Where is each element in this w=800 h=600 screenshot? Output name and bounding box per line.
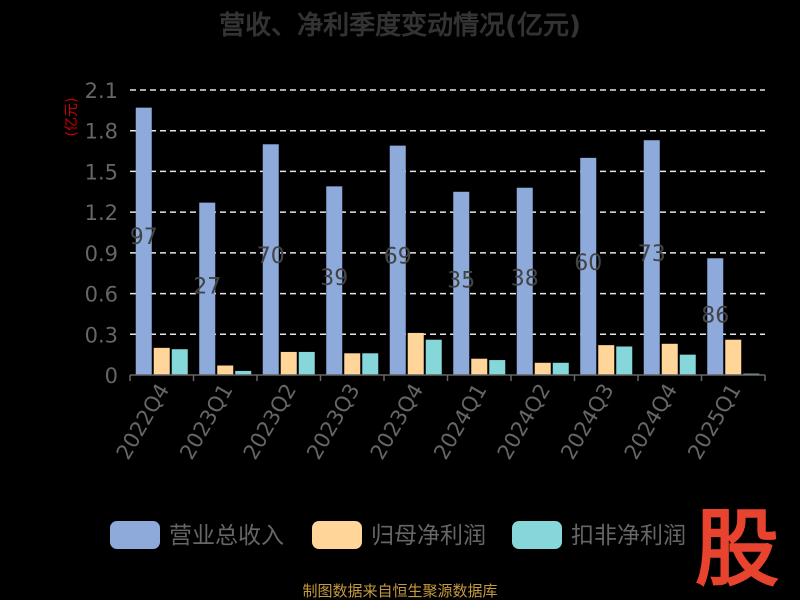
legend-swatch [110, 521, 160, 549]
data-label: 73 [638, 242, 666, 267]
data-label: 69 [384, 245, 412, 270]
bar-1 [262, 144, 279, 375]
data-label: 86 [701, 303, 729, 328]
data-label: 60 [574, 251, 602, 276]
x-tick-label: 2024Q4 [620, 380, 682, 464]
bar-2 [661, 343, 678, 375]
bar-3 [362, 353, 379, 375]
bar-1 [326, 186, 343, 375]
x-tick-label: 2023Q2 [239, 380, 301, 464]
x-tick-label: 2024Q1 [429, 380, 491, 464]
data-label: 27 [193, 274, 221, 299]
bar-2 [534, 362, 551, 375]
legend-label: 营业总收入 [169, 523, 284, 549]
bar-3 [298, 351, 315, 375]
bar-2 [407, 332, 424, 375]
y-tick-label: 0.3 [85, 323, 118, 347]
chart-title: 营收、净利季度变动情况(亿元) [219, 10, 581, 41]
grid [130, 89, 765, 336]
bar-2 [598, 345, 615, 375]
bar-3 [616, 346, 633, 375]
bar-1 [580, 157, 597, 375]
data-label: 70 [257, 244, 285, 269]
bar-1 [135, 107, 152, 376]
y-axis-label: (亿元) [64, 98, 80, 137]
y-tick-label: 1.5 [85, 160, 118, 184]
bar-1 [453, 191, 470, 375]
bar-2 [344, 353, 361, 375]
data-label: 97 [130, 225, 158, 250]
bar-3 [171, 349, 188, 375]
x-tick-label: 2025Q1 [683, 380, 745, 464]
data-label: 35 [447, 269, 475, 294]
legend-swatch [512, 521, 562, 549]
x-tick-label: 2024Q3 [556, 380, 618, 464]
bar-3 [552, 362, 569, 375]
brand-logo: 股 [695, 500, 779, 598]
x-tick-label: 2024Q2 [493, 380, 555, 464]
legend-swatch [312, 521, 362, 549]
legend-label: 归母净利润 [371, 523, 486, 549]
y-tick-label: 2.1 [85, 79, 118, 103]
x-tick-label: 2023Q1 [175, 380, 237, 464]
legend-label: 扣非净利润 [571, 523, 686, 549]
y-ticks: 0 0.3 0.6 0.9 1.2 1.5 1.8 2.1 [85, 79, 118, 388]
y-tick-label: 1.8 [85, 120, 118, 144]
bar-3 [425, 339, 442, 375]
bar-1 [199, 202, 216, 375]
x-tick-label: 2023Q4 [366, 380, 428, 464]
bar-3 [679, 354, 696, 375]
x-tick-label: 2022Q4 [112, 380, 174, 464]
y-tick-label: 0.6 [85, 283, 118, 307]
data-labels: 97 27 70 39 69 35 38 60 73 86 [130, 225, 730, 328]
source-text: 制图数据来自恒生聚源数据库 [302, 582, 497, 600]
bar-2 [280, 351, 297, 375]
bar-1 [707, 258, 724, 375]
bar-2 [153, 347, 170, 375]
y-tick-label: 0.9 [85, 242, 118, 266]
bar-2 [471, 358, 488, 375]
bar-3 [489, 360, 506, 375]
x-tick-label: 2023Q3 [302, 380, 364, 464]
bar-2 [217, 365, 234, 375]
data-label: 38 [511, 267, 539, 292]
x-ticks: 2022Q4 2023Q1 2023Q2 2023Q3 2023Q4 2024Q1 2024… [112, 375, 766, 464]
data-label: 39 [320, 266, 348, 291]
bars [135, 107, 760, 376]
bar-1 [516, 187, 533, 375]
bar-2 [725, 339, 742, 375]
bar-1 [643, 140, 660, 375]
y-tick-label: 1.2 [85, 201, 118, 225]
bar-3 [235, 370, 252, 375]
y-tick-label: 0 [105, 364, 118, 388]
legend: 营业总收入 归母净利润 扣非净利润 [110, 521, 686, 549]
bar-1 [389, 145, 406, 375]
